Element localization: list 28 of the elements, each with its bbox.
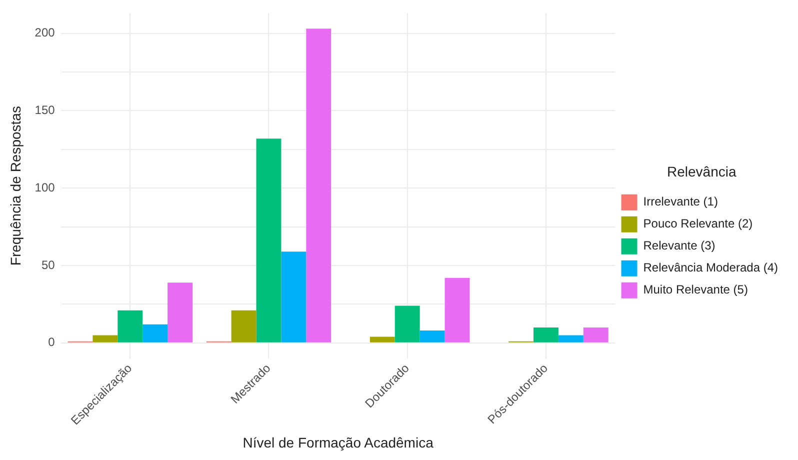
bar: [583, 327, 608, 342]
legend-label: Pouco Relevante (2): [643, 216, 753, 231]
bar: [533, 327, 558, 342]
bar: [306, 28, 332, 342]
bar: [142, 324, 168, 342]
legend-label: Muito Relevante (5): [643, 282, 748, 297]
y-tick-label: 200: [34, 26, 56, 40]
legend-label: Relevância Moderada (4): [643, 260, 778, 275]
legend-label: Relevante (3): [643, 238, 716, 253]
bar: [370, 336, 395, 342]
bar: [168, 282, 192, 342]
legend-label: Irrelevante (1): [643, 194, 718, 209]
bar: [444, 278, 470, 342]
bar: [420, 330, 445, 342]
bar: [281, 252, 306, 342]
bar: [231, 310, 256, 342]
bar: [92, 335, 118, 342]
x-axis-title: Nível de Formação Acadêmica: [242, 434, 434, 450]
y-axis-title: Frequência de Respostas: [7, 106, 24, 266]
y-tick-label: 0: [48, 335, 56, 350]
legend-title: Relevância: [667, 163, 736, 180]
y-tick-label: 150: [34, 103, 56, 118]
bar: [256, 138, 282, 342]
bar: [394, 306, 420, 342]
bar: [118, 310, 143, 342]
y-tick-label: 100: [34, 180, 56, 194]
y-tick-label: 50: [41, 258, 56, 272]
bar: [558, 335, 584, 342]
